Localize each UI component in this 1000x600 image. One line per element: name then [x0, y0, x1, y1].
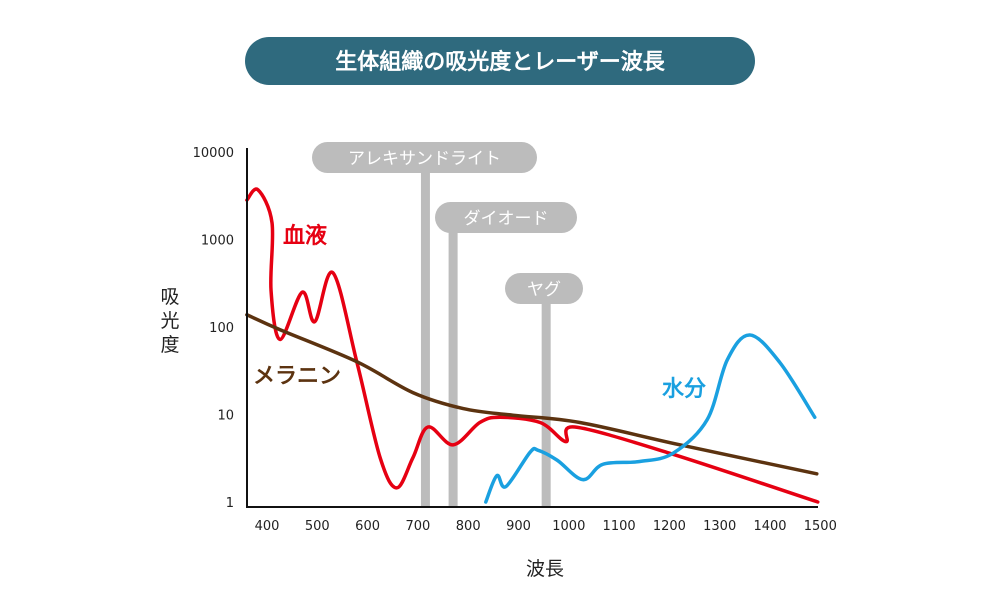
- y-tick-label: 10: [217, 409, 234, 424]
- laser-bar: [420, 162, 430, 507]
- melanin-label: メラニン: [253, 364, 341, 389]
- x-tick-label: 1300: [703, 519, 736, 534]
- laser-marker: ダイオード: [435, 202, 577, 507]
- x-axis-label: 波長: [526, 558, 564, 580]
- laser-label: ダイオード: [464, 209, 549, 229]
- x-tick-label: 400: [255, 519, 280, 534]
- laser-bar: [448, 222, 458, 507]
- y-tick-label: 100: [209, 321, 234, 336]
- blood-line: [245, 187, 820, 504]
- x-tick-label: 900: [506, 519, 531, 534]
- laser-marker: アレキサンドライト: [312, 142, 537, 507]
- y-tick-label: 10000: [193, 146, 234, 161]
- laser-label: アレキサンドライト: [348, 149, 501, 169]
- series-lines: [245, 187, 820, 504]
- title-banner: 生体組織の吸光度とレーザー波長: [245, 37, 755, 85]
- laser-label-pill: [435, 202, 577, 233]
- x-tick-label: 700: [405, 519, 430, 534]
- y-axis-label: 吸光度: [160, 286, 179, 356]
- laser-label-pill: [505, 273, 583, 304]
- chart-title: 生体組織の吸光度とレーザー波長: [335, 49, 666, 75]
- x-tick-label: 1400: [753, 519, 786, 534]
- laser-marker: ヤグ: [505, 273, 583, 507]
- y-tick-label: 1: [226, 496, 234, 511]
- melanin-line: [245, 313, 819, 476]
- y-tick-label: 1000: [201, 234, 234, 249]
- laser-bar: [541, 293, 551, 507]
- water-label: 水分: [662, 377, 706, 402]
- x-tick-label: 800: [456, 519, 481, 534]
- x-tick-label: 1500: [804, 519, 837, 534]
- x-tick-label: 1200: [653, 519, 686, 534]
- y-tick-labels: 1 10 100 1000 10000: [193, 146, 234, 511]
- laser-label: ヤグ: [527, 280, 561, 300]
- x-tick-label: 1100: [603, 519, 636, 534]
- water-line: [484, 333, 817, 504]
- x-tick-label: 600: [355, 519, 380, 534]
- x-tick-label: 1000: [552, 519, 585, 534]
- x-tick-labels: 400 500 600 700 800 900 1000 1100 1200 1300 1400 15…: [255, 519, 837, 534]
- x-tick-label: 500: [305, 519, 330, 534]
- title-background: [245, 37, 755, 85]
- laser-label-pill: [312, 142, 537, 173]
- blood-label: 血液: [283, 223, 327, 249]
